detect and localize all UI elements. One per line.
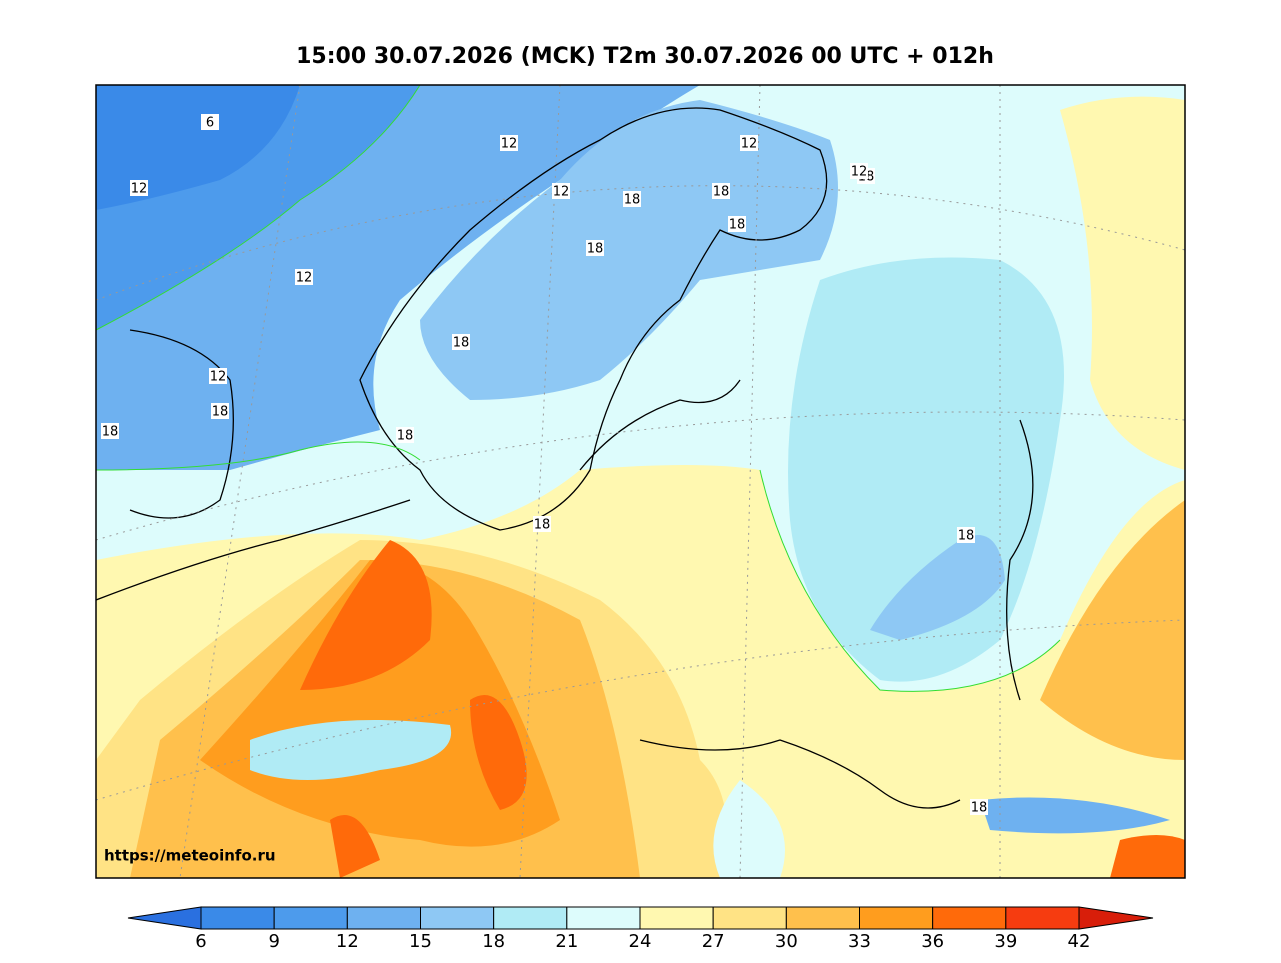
colorbar-segment xyxy=(859,906,934,930)
contour-label-box xyxy=(295,269,313,285)
contour-label-box xyxy=(452,334,470,350)
colorbar-tick-label: 18 xyxy=(482,931,505,952)
contour-labels: 612121212121818181818121812181818181818 xyxy=(101,114,988,816)
graticule xyxy=(96,85,1185,878)
caucasus-cool xyxy=(980,797,1170,834)
contour-label: 12 xyxy=(553,185,570,200)
contour-label: 18 xyxy=(624,193,641,208)
title: 15:00 30.07.2026 (MCK) T2m 30.07.2026 00… xyxy=(296,44,994,69)
colorbar-tick-label: 36 xyxy=(921,931,944,952)
contour-label-box xyxy=(533,516,551,532)
contour-label-box xyxy=(552,183,570,199)
map: 612121212121818181818121812181818181818 … xyxy=(96,85,1185,878)
contour-label: 12 xyxy=(131,182,148,197)
colorbar-segment xyxy=(200,906,275,930)
contour-label-box xyxy=(130,180,148,196)
alps-cool xyxy=(250,720,452,780)
contour-label-box xyxy=(850,163,868,179)
contour-label: 18 xyxy=(397,429,414,444)
credit: https://meteoinfo.ru xyxy=(104,847,276,865)
colorbar-extend-high xyxy=(1078,906,1154,930)
colorbar-segment xyxy=(712,906,787,930)
contour-label-box xyxy=(970,799,988,815)
contour-label-box xyxy=(728,216,746,232)
colorbar-segment xyxy=(1005,906,1080,930)
colorbar-segment xyxy=(639,906,714,930)
contour-label: 18 xyxy=(453,336,470,351)
contour-label: 12 xyxy=(210,370,227,385)
contour-label: 6 xyxy=(206,116,214,131)
colorbar-segment xyxy=(493,906,568,930)
contour-label: 18 xyxy=(958,529,975,544)
warm-east xyxy=(1060,96,1185,471)
hot-east xyxy=(1040,500,1185,760)
contour-label-box xyxy=(396,427,414,443)
contour-label: 12 xyxy=(296,271,313,286)
colorbar-extend-low xyxy=(127,906,202,930)
contour-label: 18 xyxy=(212,405,229,420)
colorbar-tick-label: 27 xyxy=(702,931,725,952)
colorbar-segment xyxy=(346,906,422,930)
black-sea xyxy=(713,780,785,878)
colorbar-tick-label: 9 xyxy=(268,931,279,952)
contour-label: 18 xyxy=(587,242,604,257)
colorbar: 6 9 12 15 18 21 24 27 30 33 36 39 42 xyxy=(127,906,1154,952)
contour-label: 12 xyxy=(741,137,758,152)
contour-label: 18 xyxy=(729,218,746,233)
colorbar-tick-label: 42 xyxy=(1068,931,1091,952)
colorbar-tick-label: 30 xyxy=(775,931,798,952)
hottest xyxy=(300,540,527,878)
contour-label-box xyxy=(101,423,119,439)
colorbar-segment xyxy=(420,906,495,930)
colorbar-tick-label: 39 xyxy=(994,931,1017,952)
contour-label-box xyxy=(211,403,229,419)
contour-label-box xyxy=(586,240,604,256)
contour-label: 18 xyxy=(534,518,551,533)
map-frame xyxy=(95,84,1186,879)
contour-label: 18 xyxy=(713,185,730,200)
southeast-hot xyxy=(1110,835,1185,878)
colorbar-segment xyxy=(932,906,1007,930)
colorbar-tick-label: 21 xyxy=(555,931,578,952)
colorbar-tick-label: 15 xyxy=(409,931,432,952)
colorbar-segment xyxy=(566,906,641,930)
colorbar-tick-label: 33 xyxy=(848,931,871,952)
sea-region xyxy=(96,85,700,470)
contour-label: 18 xyxy=(971,801,988,816)
contour-label-box xyxy=(957,527,975,543)
contour-label-box xyxy=(740,135,758,151)
contour-label: 12 xyxy=(851,165,868,180)
contour-label-box xyxy=(712,183,730,199)
scandinavia xyxy=(420,100,838,400)
contour-label: 18 xyxy=(102,425,119,440)
ocean-colder xyxy=(96,85,300,210)
colorbar-tick-label: 24 xyxy=(629,931,652,952)
russia-cooler xyxy=(870,535,1005,640)
contour-label-box xyxy=(500,135,518,151)
contour-label-box xyxy=(623,191,641,207)
colorbar-segment xyxy=(785,906,860,930)
contours xyxy=(96,85,1061,692)
colorbar-segment xyxy=(273,906,348,930)
colorbar-tick-label: 12 xyxy=(336,931,359,952)
contour-label: 12 xyxy=(501,137,518,152)
colorbar-tick-label: 6 xyxy=(195,931,206,952)
contour-label-box xyxy=(209,368,227,384)
coastlines xyxy=(96,107,1034,809)
contour-label-box xyxy=(201,114,219,130)
